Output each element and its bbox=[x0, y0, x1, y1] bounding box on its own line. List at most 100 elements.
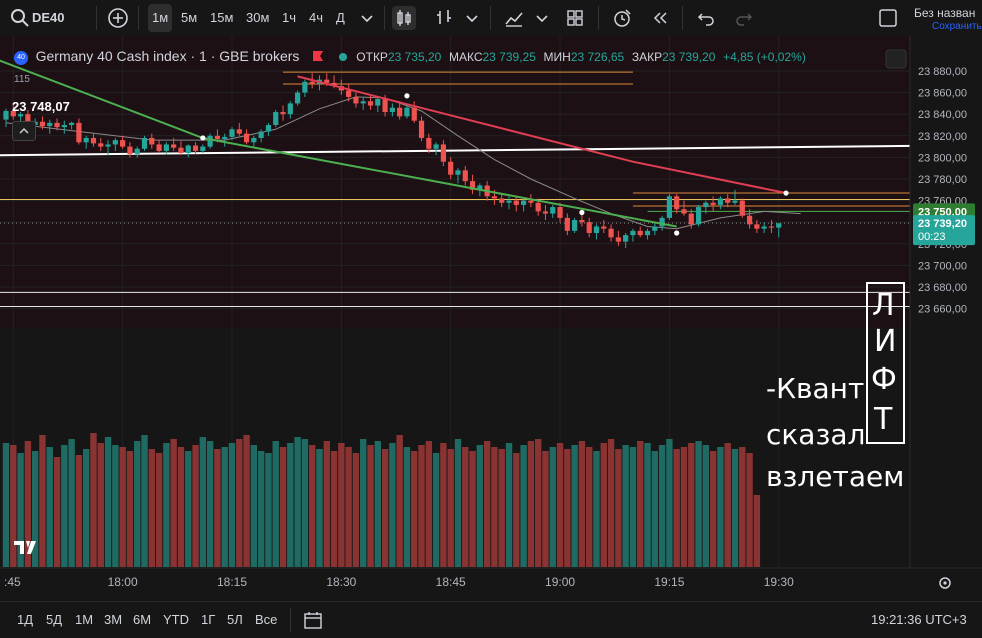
range-ytd[interactable]: YTD bbox=[163, 612, 189, 627]
candle bbox=[178, 147, 184, 154]
candle bbox=[542, 211, 549, 214]
candle bbox=[535, 202, 541, 212]
close-label: ЗАКР bbox=[631, 50, 663, 64]
volume-bar bbox=[163, 443, 170, 567]
range-all[interactable]: Все bbox=[255, 612, 278, 627]
goto-realtime-button[interactable] bbox=[885, 49, 907, 69]
candle bbox=[579, 220, 585, 223]
white-trend-line bbox=[0, 144, 947, 157]
candle bbox=[520, 200, 527, 205]
candle bbox=[243, 133, 250, 143]
candle bbox=[229, 129, 235, 137]
search-icon[interactable] bbox=[8, 6, 32, 30]
volume-bar bbox=[571, 445, 578, 567]
candle bbox=[433, 144, 439, 149]
candle bbox=[324, 79, 330, 83]
volume-bar bbox=[360, 439, 367, 567]
volume-bar bbox=[221, 447, 228, 567]
volume-bar bbox=[75, 455, 83, 567]
candle bbox=[112, 140, 118, 145]
candle bbox=[156, 144, 162, 151]
candle bbox=[659, 217, 665, 227]
volume-bar bbox=[345, 447, 352, 567]
settings-icon[interactable] bbox=[939, 577, 951, 589]
range-1d[interactable]: 1Д bbox=[17, 612, 34, 627]
volume-bar bbox=[600, 443, 607, 567]
top-toolbar: DE40 1м 5м 15м 30м 1ч 4ч Д bbox=[0, 0, 982, 37]
candle bbox=[688, 213, 694, 225]
candle bbox=[367, 101, 374, 106]
candle bbox=[192, 145, 199, 151]
indicators-icon[interactable] bbox=[502, 6, 526, 30]
candle bbox=[564, 217, 570, 231]
compare-add-icon[interactable] bbox=[106, 6, 130, 30]
interval-4h[interactable]: 4ч bbox=[309, 10, 324, 25]
candle bbox=[47, 122, 53, 127]
bars-icon[interactable] bbox=[432, 6, 456, 30]
candle bbox=[695, 207, 702, 225]
range-6m[interactable]: 6М bbox=[133, 612, 152, 627]
interval-30m[interactable]: 30м bbox=[246, 10, 270, 25]
low-label: МИН bbox=[543, 50, 571, 64]
volume-bar bbox=[746, 453, 753, 567]
candles-icon[interactable] bbox=[392, 6, 416, 30]
y-tick-label: 23 780,00 bbox=[918, 174, 967, 186]
range-3m[interactable]: 3М bbox=[104, 612, 123, 627]
flag-icon[interactable] bbox=[313, 51, 324, 61]
symbol-title[interactable]: Germany 40 Cash index · 1 · GBE brokers bbox=[35, 48, 300, 64]
chevron-down-icon[interactable] bbox=[355, 6, 379, 30]
layout-name[interactable]: Без назван bbox=[914, 6, 976, 20]
volume-bar bbox=[556, 443, 564, 567]
candle bbox=[717, 198, 724, 205]
chevron-down-icon[interactable] bbox=[530, 6, 554, 30]
open-value: 23 735,20 bbox=[387, 50, 442, 64]
interval-1m[interactable]: 1м bbox=[148, 4, 173, 32]
candle bbox=[710, 202, 716, 205]
interval-5m[interactable]: 5м bbox=[181, 10, 198, 25]
calendar-icon[interactable] bbox=[302, 609, 324, 631]
redo-icon[interactable] bbox=[732, 6, 756, 30]
volume-bar bbox=[119, 447, 126, 567]
candle bbox=[287, 103, 293, 115]
high-value: 23 739,25 bbox=[482, 50, 536, 64]
price-chart[interactable]: 23 880,00 23 860,00 23 840,00 23 820,00 23 8… bbox=[0, 36, 982, 601]
save-status[interactable]: Сохранить bbox=[932, 21, 982, 32]
volume-bar bbox=[615, 449, 622, 567]
layout-grid-icon[interactable] bbox=[563, 6, 587, 30]
candle bbox=[703, 202, 709, 208]
volume-bar bbox=[724, 443, 731, 567]
volume-bar bbox=[257, 451, 265, 567]
candle bbox=[404, 107, 410, 117]
volume-bar bbox=[236, 439, 243, 567]
volume-bar bbox=[432, 453, 440, 567]
range-5d[interactable]: 5Д bbox=[46, 612, 63, 627]
candle bbox=[346, 90, 352, 97]
interval-1h[interactable]: 1ч bbox=[282, 10, 297, 25]
volume-bar bbox=[564, 449, 571, 567]
candle bbox=[69, 122, 75, 125]
interval-15m[interactable]: 15м bbox=[210, 10, 234, 25]
low-value: 23 726,65 bbox=[570, 50, 625, 64]
range-1y[interactable]: 1Г bbox=[201, 612, 216, 627]
collapse-legend-button[interactable] bbox=[12, 121, 36, 141]
volume-bar bbox=[411, 451, 418, 567]
symbol-label[interactable]: DE40 bbox=[32, 10, 65, 25]
candle bbox=[593, 226, 600, 233]
candle bbox=[513, 200, 519, 205]
alert-clock-icon[interactable] bbox=[610, 6, 634, 30]
range-1m[interactable]: 1М bbox=[75, 612, 94, 627]
replay-icon[interactable] bbox=[648, 6, 672, 30]
volume-bar bbox=[250, 445, 258, 567]
candle bbox=[586, 222, 592, 233]
undo-icon[interactable] bbox=[694, 6, 718, 30]
candle bbox=[120, 140, 126, 147]
interval-1d[interactable]: Д bbox=[336, 10, 345, 25]
chevron-down-icon[interactable] bbox=[460, 6, 484, 30]
layout-checkbox-icon[interactable] bbox=[878, 8, 898, 28]
candle bbox=[491, 196, 498, 199]
candle bbox=[3, 110, 9, 120]
volume-bar bbox=[462, 447, 469, 567]
lift-letter-4: Т bbox=[874, 402, 893, 437]
clock-timezone[interactable]: 19:21:36 UTC+3 bbox=[871, 612, 967, 627]
range-5y[interactable]: 5Л bbox=[227, 612, 243, 627]
